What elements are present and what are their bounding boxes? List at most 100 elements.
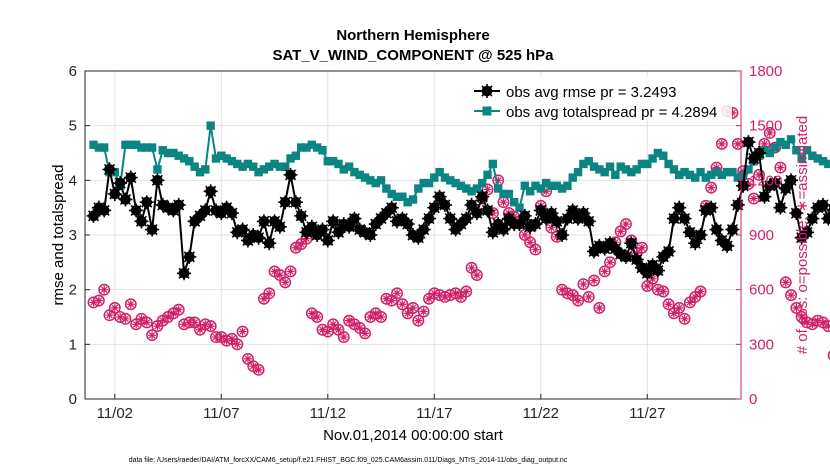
spread-point (776, 137, 785, 147)
spread-point (648, 154, 657, 163)
spread-point (360, 173, 370, 182)
rmse-point (778, 181, 793, 196)
spread-point (137, 143, 146, 152)
rmse-point (528, 217, 543, 232)
y-tick-label-left: 6 (69, 63, 77, 80)
legend-rmse-marker (474, 84, 500, 98)
possible-obs-point (577, 278, 590, 291)
spread-point (110, 167, 120, 177)
spread-point (621, 165, 631, 174)
spread-point (520, 181, 530, 190)
possible-obs-point (465, 261, 478, 274)
possible-obs-point (241, 352, 254, 365)
possible-obs-point (412, 314, 425, 327)
spread-point (509, 198, 519, 207)
rmse-point (736, 178, 751, 193)
spread-point (179, 154, 189, 163)
legend: obs avg rmse pr = 3.2493 obs avg totalsp… (470, 77, 732, 121)
possible-obs-point (391, 287, 403, 300)
rmse-point (741, 135, 756, 150)
possible-obs-point (172, 303, 185, 316)
y-tick-label-right: 900 (749, 227, 774, 244)
possible-obs-point (572, 294, 585, 307)
rmse-point (342, 219, 357, 234)
possible-obs-point (98, 283, 111, 296)
spread-point (722, 167, 732, 177)
spread-point (531, 181, 540, 190)
spread-point (515, 203, 524, 212)
spread-point (296, 143, 306, 152)
spread-point (733, 173, 743, 182)
spread-point (744, 165, 753, 174)
possible-obs-point (188, 316, 201, 329)
spread-point (334, 159, 343, 169)
x-tick-label: 11/27 (629, 405, 665, 422)
spread-point (259, 165, 269, 174)
spread-point (339, 165, 348, 174)
spread-point (355, 170, 364, 180)
spread-point (414, 184, 423, 193)
possible-obs-point (678, 312, 691, 325)
possible-obs-point (481, 183, 494, 196)
rmse-point (464, 197, 479, 212)
spread-point (584, 157, 593, 166)
possible-obs-point (385, 294, 398, 307)
possible-obs-point (321, 325, 334, 338)
spread-point (765, 148, 774, 158)
spread-point (398, 192, 407, 201)
spread-point (371, 178, 380, 188)
x-tick-label: 11/22 (523, 405, 559, 422)
spread-point (706, 170, 716, 180)
spread-point (382, 184, 391, 193)
spread-point (504, 189, 514, 199)
possible-obs-point (337, 331, 350, 343)
spread-point (659, 151, 668, 160)
y-tick-label-left: 5 (69, 118, 77, 135)
legend-spread-symbol (482, 106, 492, 116)
possible-obs-point (204, 320, 217, 333)
spread-point (419, 178, 428, 188)
possible-obs-point (92, 294, 105, 307)
legend-box (470, 77, 732, 121)
rmse-point (262, 236, 277, 251)
x-tick-label: 11/02 (97, 405, 133, 422)
spread-point (435, 167, 444, 177)
spread-point (632, 165, 641, 174)
possible-obs-point (588, 274, 600, 287)
spread-point (424, 178, 434, 188)
spread-point (589, 162, 599, 171)
x-tick-label: 11/17 (416, 405, 452, 422)
spread-point (350, 167, 359, 177)
spread-point (685, 170, 695, 180)
rmse-point (549, 214, 564, 229)
spread-point (611, 170, 620, 180)
spread-point (547, 181, 556, 190)
spread-point (387, 189, 396, 199)
possible-obs-point (279, 276, 292, 289)
legend-rmse-symbol (480, 84, 494, 98)
rmse-point (251, 230, 266, 245)
spread-point (557, 184, 567, 193)
possible-obs-point (119, 312, 132, 325)
y-tick-label-right: 1500 (749, 118, 782, 135)
spread-point (318, 146, 327, 155)
possible-obs-point (470, 269, 483, 282)
possible-obs-point (747, 192, 760, 205)
rmse-point (688, 236, 703, 251)
possible-obs-point (124, 298, 137, 311)
rmse-point (555, 228, 570, 242)
x-tick-label: 11/12 (310, 405, 346, 422)
rmse-point (421, 211, 436, 226)
spread-point (366, 176, 375, 185)
rmse-point (198, 203, 213, 218)
spread-point (536, 184, 545, 193)
possible-obs-point (715, 137, 728, 150)
spread-point (344, 162, 354, 171)
possible-obs-point (827, 350, 830, 360)
possible-obs-point (582, 291, 595, 303)
spread-point (541, 178, 551, 188)
possible-obs-point (785, 289, 798, 302)
spread-point (147, 143, 157, 152)
